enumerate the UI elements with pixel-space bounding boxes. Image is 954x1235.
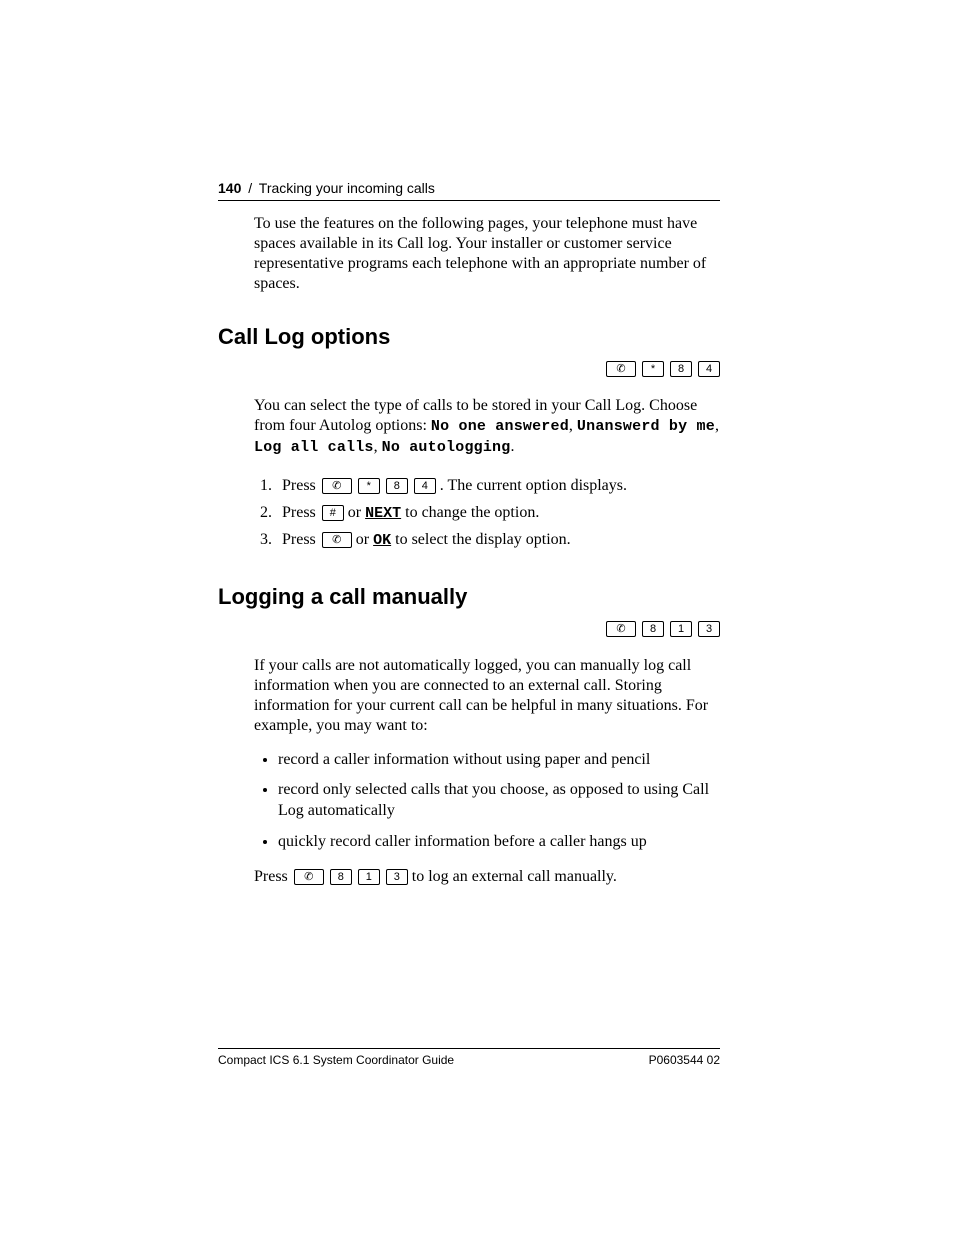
option-no-one-answered: No one answered [431, 418, 569, 435]
page: 140 / Tracking your incoming calls To us… [0, 0, 954, 1235]
hash-key-icon: # [322, 505, 344, 521]
digit-4-key-icon: 4 [414, 478, 436, 494]
bullet-3: quickly record caller information before… [278, 832, 720, 853]
feature-key-icon: ✆ [322, 478, 352, 494]
star-key-icon: * [358, 478, 380, 494]
digit-4-key-icon: 4 [698, 361, 720, 377]
softkey-ok: OK [373, 532, 391, 549]
feature-key-icon: ✆ [322, 532, 352, 548]
digit-3-key-icon: 3 [386, 869, 408, 885]
step-2: Press # or NEXT to change the option. [276, 499, 720, 527]
digit-3-key-icon: 3 [698, 621, 720, 637]
digit-1-key-icon: 1 [670, 621, 692, 637]
step-3: Press ✆ or OK to select the display opti… [276, 526, 720, 554]
autolog-options-paragraph: You can select the type of calls to be s… [254, 396, 720, 458]
digit-8-key-icon: 8 [670, 361, 692, 377]
header-separator: / [248, 180, 252, 196]
feature-key-icon: ✆ [606, 621, 636, 637]
star-key-icon: * [642, 361, 664, 377]
feature-key-icon: ✆ [606, 361, 636, 377]
bullet-list: record a caller information without usin… [254, 750, 720, 853]
feature-code-row-1: ✆ * 8 4 [218, 360, 720, 378]
section-heading-call-log-options: Call Log options [218, 324, 720, 350]
feature-key-icon: ✆ [294, 869, 324, 885]
digit-8-key-icon: 8 [386, 478, 408, 494]
feature-code-row-2: ✆ 8 1 3 [218, 620, 720, 638]
step-1: Press ✆ * 8 4 . The current option displ… [276, 472, 720, 499]
press-instruction: Press ✆ 8 1 3 to log an external call ma… [254, 867, 720, 887]
option-unanswered-by-me: Unanswerd by me [577, 418, 715, 435]
steps-list: Press ✆ * 8 4 . The current option displ… [254, 472, 720, 554]
bullet-1: record a caller information without usin… [278, 750, 720, 771]
content-area: To use the features on the following pag… [218, 214, 720, 901]
intro-paragraph: To use the features on the following pag… [254, 214, 720, 294]
digit-8-key-icon: 8 [330, 869, 352, 885]
section-heading-logging-manually: Logging a call manually [218, 584, 720, 610]
option-no-autologging: No autologging [382, 439, 511, 456]
page-footer: Compact ICS 6.1 System Coordinator Guide… [218, 1048, 720, 1067]
digit-1-key-icon: 1 [358, 869, 380, 885]
softkey-next: NEXT [365, 505, 401, 522]
footer-right: P0603544 02 [649, 1053, 720, 1067]
option-log-all-calls: Log all calls [254, 439, 374, 456]
page-number: 140 [218, 180, 241, 196]
footer-left: Compact ICS 6.1 System Coordinator Guide [218, 1053, 454, 1067]
manual-log-paragraph: If your calls are not automatically logg… [254, 656, 720, 736]
bullet-2: record only selected calls that you choo… [278, 780, 720, 822]
running-header: 140 / Tracking your incoming calls [218, 180, 720, 201]
digit-8-key-icon: 8 [642, 621, 664, 637]
chapter-title: Tracking your incoming calls [259, 180, 435, 196]
